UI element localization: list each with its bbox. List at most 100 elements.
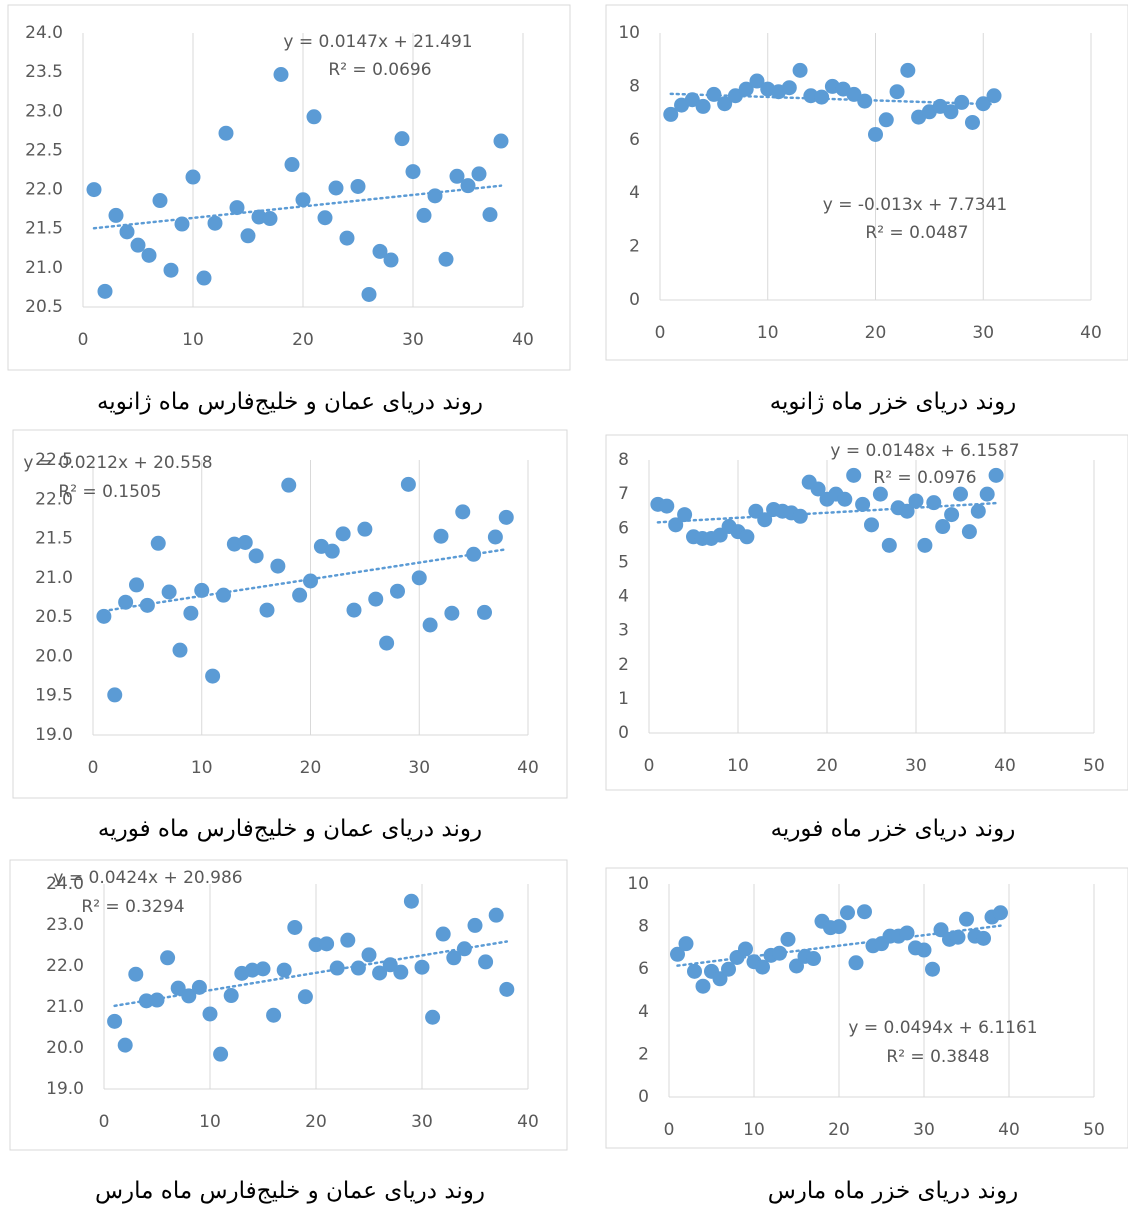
y-tick-label: 4: [638, 1002, 649, 1022]
point: [427, 188, 443, 204]
point: [471, 166, 487, 182]
chart-frame: [9, 859, 568, 1151]
point: [695, 978, 711, 994]
point: [899, 503, 915, 519]
point: [738, 941, 753, 957]
y-tick-label: 5: [618, 552, 629, 572]
point: [202, 1006, 218, 1022]
point: [961, 524, 977, 540]
y-tick-label: 20.0: [35, 646, 73, 666]
x-tick-label: 10: [199, 1112, 221, 1132]
point: [780, 931, 796, 947]
y-tick-label: 22.0: [46, 956, 84, 976]
point: [663, 106, 679, 122]
point: [482, 207, 498, 223]
y-tick-label: 2: [629, 237, 640, 257]
x-tick-label: 40: [994, 756, 1016, 776]
point: [128, 966, 144, 982]
point: [107, 687, 123, 703]
chart-frame: [605, 4, 1128, 361]
caption: روند دریای خزر ماه ژانویه: [770, 389, 1017, 415]
point: [414, 959, 430, 975]
point: [899, 925, 915, 941]
x-tick-label: 10: [757, 323, 779, 343]
point: [781, 80, 797, 96]
y-tick-label: 21.0: [25, 258, 63, 278]
point: [379, 635, 395, 651]
point: [487, 529, 503, 545]
point: [954, 94, 970, 110]
x-tick-label: 0: [88, 758, 99, 778]
y-tick-label: 21.0: [46, 997, 84, 1017]
point: [255, 961, 271, 977]
point: [170, 980, 186, 996]
y-tick-label: 6: [629, 130, 640, 150]
x-tick-label: 40: [512, 330, 534, 350]
x-tick-label: 20: [828, 1120, 850, 1140]
point: [659, 498, 675, 514]
y-tick-label: 6: [618, 518, 629, 538]
y-tick-label: 22.0: [25, 180, 63, 200]
point: [467, 917, 483, 933]
x-tick-label: 0: [655, 323, 666, 343]
point: [900, 62, 916, 78]
caption: روند دریای خزر ماه فوریه: [771, 816, 1016, 842]
point: [295, 192, 311, 208]
point: [251, 209, 267, 225]
y-tick-label: 21.5: [25, 219, 63, 239]
point: [273, 66, 289, 82]
y-tick-label: 1: [618, 689, 629, 709]
point: [361, 286, 377, 302]
point: [872, 486, 888, 502]
point: [684, 92, 700, 108]
point: [916, 942, 932, 958]
point: [368, 591, 384, 607]
point: [926, 495, 942, 511]
point: [361, 947, 377, 963]
point: [324, 543, 340, 559]
y-tick-label: 7: [618, 484, 629, 504]
point: [335, 526, 351, 542]
point: [964, 114, 980, 130]
point: [979, 486, 995, 502]
point: [416, 207, 432, 223]
point: [792, 62, 808, 78]
y-tick-label: 4: [618, 587, 629, 607]
point: [950, 929, 966, 945]
point: [846, 86, 862, 102]
point: [382, 957, 398, 973]
point: [488, 907, 504, 923]
point: [163, 262, 179, 278]
point: [205, 668, 221, 684]
x-tick-label: 20: [865, 323, 887, 343]
point: [944, 507, 960, 523]
y-tick-label: 24.0: [46, 874, 84, 894]
point: [976, 930, 991, 946]
point: [857, 93, 873, 109]
point: [108, 207, 124, 223]
x-tick-label: 30: [905, 756, 927, 776]
x-tick-label: 30: [913, 1120, 935, 1140]
caption: روند دریای عمان و خلیج‌فارس ماه فوریه: [98, 816, 482, 842]
point: [772, 945, 787, 961]
y-tick-label: 0: [638, 1087, 649, 1107]
point: [287, 919, 303, 935]
point: [183, 605, 199, 621]
point: [262, 211, 278, 227]
point: [240, 228, 256, 244]
trendline-equation: y = 0.0424x + 20.986: [53, 868, 242, 888]
point: [292, 587, 308, 603]
point: [174, 216, 190, 232]
point: [848, 955, 864, 971]
point: [350, 178, 366, 194]
point: [259, 602, 275, 618]
x-tick-label: 30: [972, 323, 994, 343]
x-tick-label: 20: [292, 330, 314, 350]
point: [357, 521, 373, 537]
x-tick-label: 40: [517, 1112, 539, 1132]
point: [455, 504, 471, 520]
point: [119, 224, 135, 240]
x-tick-label: 40: [1080, 323, 1102, 343]
point: [831, 919, 847, 935]
trendline-equation: y = 0.0147x + 21.491: [283, 32, 472, 52]
